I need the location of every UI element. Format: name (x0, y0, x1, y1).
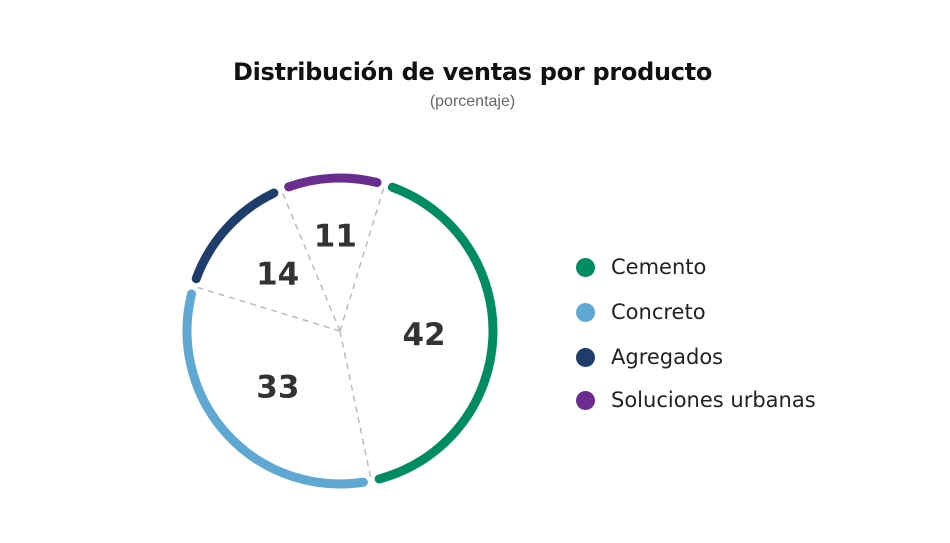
slice-divider (339, 330, 372, 479)
legend-swatch (576, 302, 595, 322)
legend-swatch (576, 390, 595, 410)
slice-value-label: 14 (256, 256, 299, 292)
pie-slice-concreto (182, 289, 368, 489)
legend-swatch (576, 347, 595, 367)
legend-label: Agregados (611, 345, 724, 369)
legend-item-soluciones-urbanas: Soluciones urbanas (576, 388, 816, 412)
slice-divider (281, 191, 341, 332)
chart-subtitle: (porcentaje) (429, 93, 516, 110)
slice-divider (195, 286, 341, 332)
legend-label: Cemento (611, 255, 707, 279)
legend-item-agregados: Agregados (576, 345, 816, 369)
chart-legend: Cemento Concreto Agregados Soluciones ur… (576, 255, 816, 433)
slice-value-label: 33 (256, 370, 299, 406)
slice-value-label: 11 (314, 218, 357, 254)
legend-label: Concreto (611, 300, 706, 324)
slice-divider (339, 186, 385, 332)
pie-slice-agregados (191, 188, 279, 284)
legend-item-cemento: Cemento (576, 255, 816, 279)
pie-slice-cemento (374, 182, 498, 484)
pie-slice-soluciones-urbanas (284, 173, 382, 192)
legend-label: Soluciones urbanas (611, 388, 816, 412)
legend-item-concreto: Concreto (576, 300, 816, 324)
slice-value-label: 42 (402, 317, 445, 353)
legend-swatch (576, 257, 595, 277)
chart-title: Distribución de ventas por producto (232, 58, 713, 86)
